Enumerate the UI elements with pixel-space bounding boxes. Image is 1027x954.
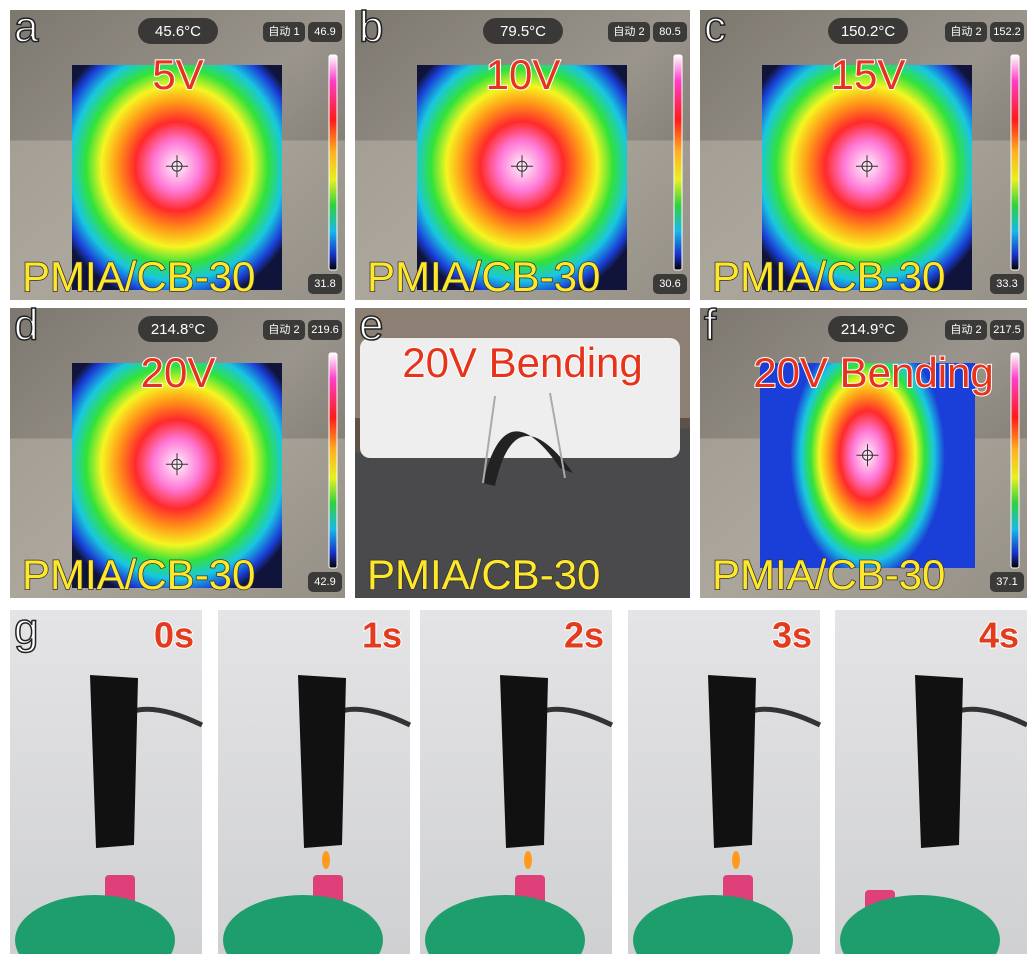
panel-letter: a [14,3,39,52]
color-bar [1011,55,1019,270]
voltage-label: 20V [141,349,216,396]
mode: 自动 1 [268,25,299,38]
min-temperature: 33.3 [996,278,1017,290]
voltage-label: 20V Bending [753,349,994,396]
sample-label: PMIA/CB-30 [712,551,945,598]
fabric-strip [915,675,963,848]
sample-label: PMIA/CB-30 [22,551,255,598]
temperature: 214.8°C [151,321,206,338]
time-label: 0s [154,615,194,656]
temperature: 214.9°C [841,321,896,338]
fabric-strip [90,675,138,848]
max-temperature: 80.5 [659,26,680,38]
min-temperature: 42.9 [314,576,335,588]
temperature: 79.5°C [500,23,546,40]
panel-letter: d [14,301,38,350]
fabric-strip [298,675,346,848]
fabric-strip [500,675,548,848]
mode: 自动 2 [950,25,981,38]
voltage-label: 15V [831,51,906,98]
flame [322,851,330,869]
max-temperature: 46.9 [314,26,335,38]
fabric-strip [708,675,756,848]
min-temperature: 37.1 [996,576,1017,588]
min-temperature: 31.8 [314,278,335,290]
panel-letter: b [359,3,383,52]
sample-label: PMIA/CB-30 [712,253,945,300]
voltage-label: 10V [486,51,561,98]
mode: 自动 2 [613,25,644,38]
panel-letter: e [359,301,383,350]
min-temperature: 30.6 [659,278,680,290]
color-bar [674,55,682,270]
color-bar [1011,353,1019,568]
time-label: 2s [564,615,604,656]
flame [732,851,740,869]
time-label: 1s [362,615,402,656]
mode: 自动 2 [268,323,299,336]
figure: 45.6°C 自动 1 46.9 31.8 5V a PMIA/CB-30 79.5°C 自动 … [0,0,1027,954]
max-temperature: 217.5 [993,324,1021,336]
panel-letter: c [704,3,726,52]
color-bar [329,55,337,270]
temperature: 45.6°C [155,23,201,40]
temperature: 150.2°C [841,23,896,40]
panel-letter: f [704,301,717,350]
flame [524,851,532,869]
sample-label: PMIA/CB-30 [367,253,600,300]
max-temperature: 152.2 [993,26,1021,38]
voltage-label: 20V Bending [402,339,643,386]
panel-letter: g [14,605,38,654]
mode: 自动 2 [950,323,981,336]
sample-label: PMIA/CB-30 [22,253,255,300]
time-label: 3s [772,615,812,656]
max-temperature: 219.6 [311,324,339,336]
sample-label: PMIA/CB-30 [367,551,600,598]
voltage-label: 5V [152,51,203,98]
time-label: 4s [979,615,1019,656]
color-bar [329,353,337,568]
